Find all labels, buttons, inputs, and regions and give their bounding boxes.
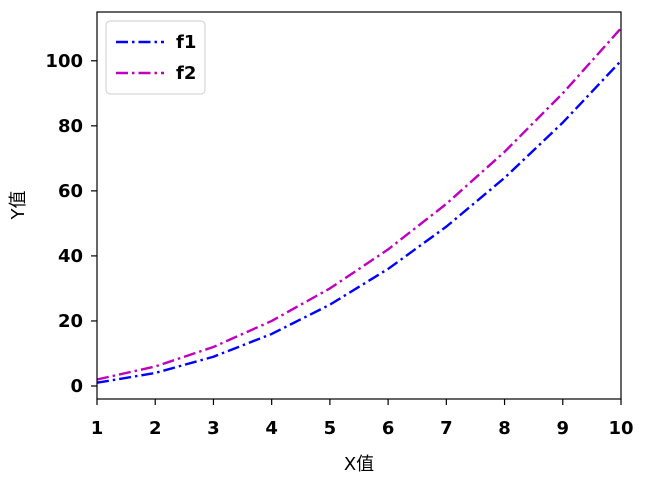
y-axis-label: Y值 bbox=[8, 191, 29, 221]
x-tick-label: 1 bbox=[91, 418, 104, 439]
y-tick-label: 0 bbox=[70, 376, 83, 397]
x-tick-label: 3 bbox=[207, 418, 220, 439]
y-tick-label: 40 bbox=[58, 246, 83, 267]
legend: f1 f2 bbox=[105, 20, 206, 95]
y-axis-ticks: 0 20 40 60 80 100 bbox=[45, 51, 97, 397]
y-tick-label: 100 bbox=[45, 51, 83, 72]
x-axis-ticks: 1 2 3 4 5 6 7 8 9 10 bbox=[91, 399, 634, 439]
x-tick-label: 10 bbox=[608, 418, 633, 439]
y-tick-label: 20 bbox=[58, 311, 83, 332]
x-tick-label: 4 bbox=[265, 418, 278, 439]
x-tick-label: 7 bbox=[440, 418, 453, 439]
legend-label-f1: f1 bbox=[176, 32, 196, 53]
legend-box bbox=[105, 20, 206, 95]
legend-label-f2: f2 bbox=[176, 63, 196, 84]
x-tick-label: 6 bbox=[382, 418, 395, 439]
series-line-f2 bbox=[96, 27, 622, 381]
y-tick-label: 60 bbox=[58, 181, 83, 202]
y-tick-label: 80 bbox=[58, 116, 83, 137]
x-tick-label: 8 bbox=[498, 418, 511, 439]
x-axis-label: X值 bbox=[344, 454, 374, 475]
x-tick-label: 2 bbox=[149, 418, 162, 439]
plot-frame bbox=[96, 11, 622, 400]
series-line-f1 bbox=[96, 59, 622, 384]
x-tick-label: 9 bbox=[557, 418, 570, 439]
x-tick-label: 5 bbox=[324, 418, 337, 439]
series-layer bbox=[96, 27, 622, 384]
